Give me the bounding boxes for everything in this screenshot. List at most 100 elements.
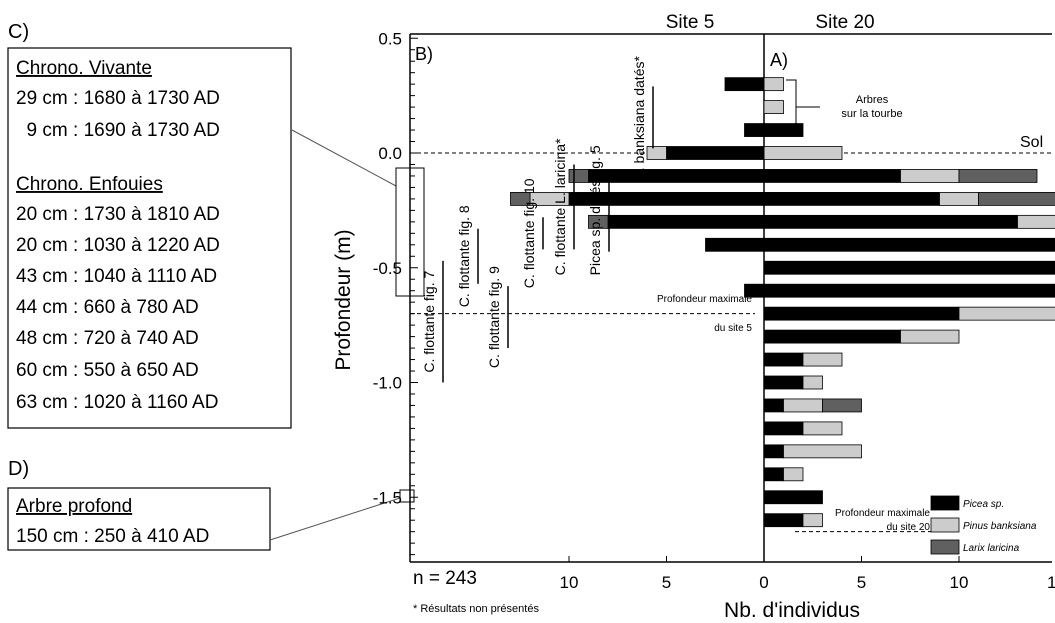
bar-site5-larix: [510, 191, 531, 206]
bar-site20-picea: [763, 490, 823, 505]
bars: [510, 77, 1055, 528]
x-tick-label: 10: [950, 573, 969, 592]
legend-label: Larix laricina: [963, 543, 1020, 554]
legend-swatch: [930, 517, 960, 533]
bar-site20-pinus: [802, 421, 843, 436]
chronology-label: C. flottante L. laricina*: [552, 138, 568, 276]
panel-d-letter: D): [8, 458, 29, 480]
n-label: n = 243: [413, 568, 477, 589]
chrono-enfouies-title: Chrono. Enfouies: [16, 174, 163, 195]
bar-site5-picea: [705, 237, 765, 252]
max-depth-site5-label: du site 5: [714, 323, 752, 334]
bar-site20-pinus: [783, 398, 823, 413]
y-tick-label: 0.0: [378, 144, 402, 163]
bar-site20-larix: [978, 191, 1055, 206]
arbres-label: sur la tourbe: [841, 108, 902, 120]
chronology-label: C. flottante fig. 10: [521, 178, 537, 288]
y-tick-label: -1.0: [373, 374, 402, 393]
enfouies-line: 48 cm : 720 à 740 AD: [16, 328, 199, 349]
arbres-bracket: [786, 79, 820, 135]
bar-site20-pinus: [763, 77, 784, 92]
bar-site20-picea: [763, 237, 1055, 252]
bar-site20-pinus: [939, 191, 979, 206]
bar-site20-picea: [763, 467, 784, 482]
arbre-profond-line: 150 cm : 250 à 410 AD: [16, 526, 209, 547]
bar-site20-picea: [763, 283, 1055, 298]
bar-site20-pinus: [958, 306, 1055, 321]
bar-site20-pinus: [802, 375, 823, 390]
max-depth-site20-label: du site 20: [887, 522, 931, 533]
y-tick-label: -0.5: [373, 259, 402, 278]
chart-labels: Profondeur (m) Nb. d'individus Site 5 Site …: [332, 12, 1043, 622]
enfouies-line: 44 cm : 660 à 780 AD: [16, 297, 199, 318]
enfouies-line: 63 cm : 1020 à 1160 AD: [16, 392, 218, 413]
bar-site20-picea: [763, 329, 901, 344]
bar-site20-picea: [763, 375, 804, 390]
panel-c-marker: [395, 167, 425, 297]
chrono-vivante-title: Chrono. Vivante: [16, 58, 152, 79]
bar-site5-picea: [607, 214, 765, 229]
chronology-label: P. banksiana datés*: [631, 56, 647, 179]
y-tick-label: 0.5: [378, 29, 402, 48]
vivante-line: 9 cm : 1690 à 1730 AD: [16, 120, 220, 141]
panel-b-label: B): [415, 44, 433, 64]
bar-site20-pinus: [900, 169, 960, 183]
connector-d: [269, 497, 401, 541]
panel-c-box: [7, 47, 292, 429]
y-axis-label: Profondeur (m): [332, 229, 355, 370]
y-tick-label: -1.5: [373, 488, 402, 507]
enfouies-line: 43 cm : 1040 à 1110 AD: [16, 266, 217, 287]
bar-site5-picea: [724, 77, 765, 92]
bar-site20-pinus: [763, 100, 784, 114]
bar-site20-pinus: [802, 513, 823, 528]
chronology-label: C. flottante fig. 7: [421, 271, 437, 373]
chronologies: C. flottante fig. 7 C. flottante fig. 8 C.…: [421, 56, 654, 383]
panel-c-letter: C): [8, 21, 29, 43]
x-tick-label: 0: [759, 573, 768, 592]
panel-a-label: A): [770, 50, 788, 70]
legend-swatch: [930, 495, 960, 511]
arbres-label: Arbres: [856, 94, 889, 106]
legend-label: Pinus banksiana: [963, 521, 1037, 532]
bar-site20-pinus: [900, 329, 960, 344]
max-depth-site5-label: Profondeur maximale: [657, 294, 752, 305]
chronology-label: Picea sp. datés fig. 5: [587, 145, 603, 275]
legend-swatch: [930, 539, 960, 555]
site-5-label: Site 5: [666, 12, 715, 33]
bar-site20-picea: [763, 352, 804, 367]
legend-label: Picea sp.: [963, 499, 1004, 510]
bar-site20-pinus: [783, 467, 804, 482]
bar-site5-picea: [588, 169, 765, 183]
bar-site20-pinus: [783, 444, 862, 459]
bar-site20-picea: [763, 306, 960, 321]
x-axis-label: Nb. d'individus: [724, 599, 860, 622]
bar-site5-picea: [744, 123, 765, 137]
enfouies-line: 20 cm : 1030 à 1220 AD: [16, 235, 220, 256]
bar-site5-picea: [744, 283, 765, 298]
panel-d-marker: [399, 489, 415, 503]
bar-site5-picea: [666, 146, 765, 160]
max-depth-site20-label: Profondeur maximale: [835, 508, 930, 519]
vivante-line: 29 cm : 1680 à 1730 AD: [16, 88, 220, 109]
site-20-label: Site 20: [815, 12, 874, 33]
x-tick-label: 15: [1047, 573, 1055, 592]
enfouies-line: 20 cm : 1730 à 1810 AD: [16, 204, 220, 225]
connector-c: [291, 129, 397, 187]
bar-site5-larix: [588, 214, 609, 229]
arbre-profond-title: Arbre profond: [16, 496, 132, 517]
chronology-label: C. flottante fig. 8: [456, 205, 472, 307]
bar-site20-picea: [763, 421, 804, 436]
enfouies-line: 60 cm : 550 à 650 AD: [16, 360, 199, 381]
bar-site20-picea: [763, 191, 940, 206]
bar-site20-picea: [763, 398, 784, 413]
panel-d-box: [7, 487, 271, 551]
x-tick-label: 5: [662, 573, 671, 592]
bar-site20-picea: [763, 513, 804, 528]
x-tick-label: 10: [560, 573, 579, 592]
bar-site20-larix: [822, 398, 862, 413]
bar-site5-pinus: [646, 146, 667, 160]
bar-site20-picea: [763, 260, 1055, 275]
bar-site20-larix: [958, 169, 1038, 183]
x-tick-label: 5: [857, 573, 866, 592]
